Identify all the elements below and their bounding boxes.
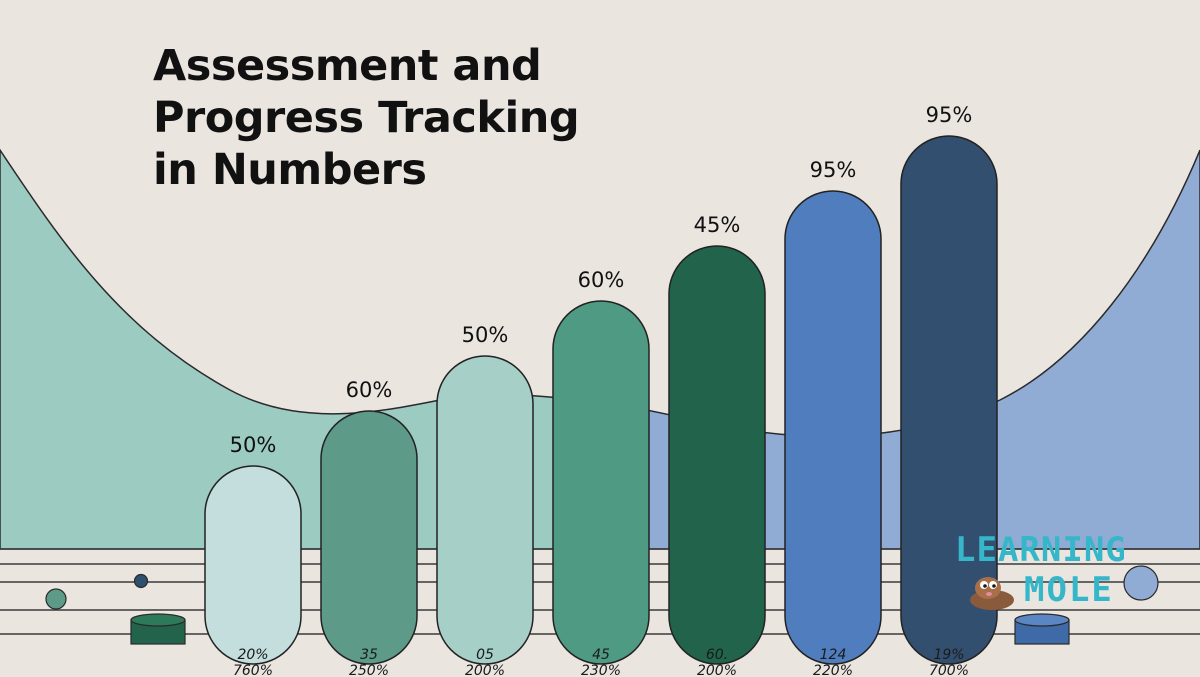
decor-disc-blue [1014,613,1070,645]
bottom-label-row1: 19% [933,647,964,663]
bottom-label-row1: 124 [820,647,847,663]
value-label: 50% [462,323,509,347]
value-label: 45% [694,213,741,237]
bar [668,245,766,665]
bars [204,135,998,665]
bar [784,190,882,665]
bottom-label-row2: 700% [929,663,969,677]
title-line: in Numbers [153,145,427,195]
bar [436,355,534,665]
bar [204,465,302,665]
value-label: 95% [926,103,973,127]
logo-line-2: MOLE [1024,570,1114,610]
decor-dot [45,588,67,610]
logo-line-1: LEARNING [955,530,1127,570]
bottom-label-row2: 760% [233,663,273,677]
bar [900,135,998,665]
title-line: Progress Tracking [153,93,580,143]
bottom-label-row2: 200% [697,663,737,677]
bottom-label-row1: 60. [706,647,728,663]
value-label: 60% [578,268,625,292]
bottom-label-row1: 35 [360,647,378,663]
value-label: 50% [230,433,277,457]
decor-dot [1123,565,1159,601]
bottom-label-row2: 230% [581,663,621,677]
value-label: 95% [810,158,857,182]
bottom-label-row1: 20% [237,647,268,663]
decor-dot [133,573,149,589]
mole-icon [970,577,1014,610]
page-title: Assessment and Progress Tracking in Numb… [153,40,580,196]
decorations [45,565,1159,645]
bottom-label-row2: 220% [813,663,853,677]
title-line: Assessment and [153,41,542,91]
decor-disc-green [130,613,186,645]
bottom-labels: 20%760%35250%05200%45230%60.200%124220%1… [233,647,969,677]
value-labels: 50% 60% 50% 60% 45% 95% 95% [230,103,973,457]
value-label: 60% [346,378,393,402]
bottom-label-row1: 05 [476,647,494,663]
bottom-label-row2: 250% [349,663,389,677]
bottom-label-row2: 200% [465,663,505,677]
bar [320,410,418,665]
bottom-label-row1: 45 [592,647,610,663]
bar [552,300,650,665]
learning-mole-logo: LEARNING MOLE [952,530,1142,610]
